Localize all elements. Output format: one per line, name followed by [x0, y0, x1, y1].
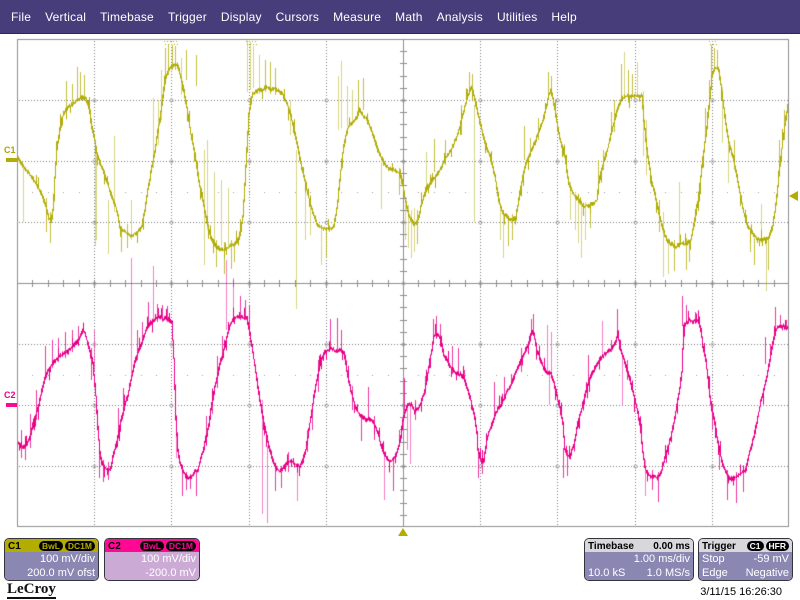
timebase-scale-value: 1.00 ms/div	[633, 553, 690, 565]
channel-c1-descriptor[interactable]: C1 BwL DC1M 100 mV/div 200.0 mV ofst	[4, 538, 99, 581]
trigger-body: Stop -59 mV Edge Negative	[699, 552, 792, 580]
timebase-rate-value: 1.0 MS/s	[646, 566, 690, 579]
channel-c2-descriptor[interactable]: C2 BwL DC1M 100 mV/div -200.0 mV	[104, 538, 200, 581]
timebase-delay-value: 0.00 ms	[653, 540, 690, 552]
trigger-source-badge: C1	[746, 541, 764, 551]
c2-descriptor-header: C2 BwL DC1M	[105, 539, 199, 552]
c1-coupling-badge: DC1M	[64, 541, 95, 551]
c2-bwl-badge: BwL	[139, 541, 164, 551]
c1-descriptor-body: 100 mV/div 200.0 mV ofst	[5, 552, 98, 580]
trigger-title: Trigger	[702, 540, 736, 552]
c1-bwl-badge: BwL	[38, 541, 63, 551]
c2-trace-label: C2	[4, 390, 16, 400]
timebase-samples-value: 10.0 kS	[588, 566, 626, 579]
trigger-hfr-badge: HFR	[765, 541, 789, 551]
datetime-display: 3/11/15 16:26:30	[700, 586, 782, 598]
lecroy-logo: LeCroy	[7, 581, 56, 599]
timebase-body: 1.00 ms/div 10.0 kS 1.0 MS/s	[585, 552, 693, 580]
c1-zero-marker[interactable]	[6, 158, 17, 162]
trigger-slope-value: Negative	[745, 566, 789, 579]
trigger-level-marker[interactable]	[789, 191, 798, 201]
c2-descriptor-title: C2	[108, 540, 121, 552]
trigger-header: Trigger C1 HFR	[699, 539, 792, 552]
c1-vdiv-value: 100 mV/div	[39, 553, 95, 565]
c2-zero-marker[interactable]	[6, 403, 17, 407]
c1-trace-label: C1	[4, 145, 16, 155]
timebase-descriptor[interactable]: Timebase 0.00 ms 1.00 ms/div 10.0 kS 1.0…	[584, 538, 694, 581]
c2-coupling-badge: DC1M	[165, 541, 196, 551]
c2-descriptor-body: 100 mV/div -200.0 mV	[105, 552, 199, 580]
c2-offset-value: -200.0 mV	[145, 566, 196, 579]
trigger-type-value: Edge	[702, 566, 728, 579]
c2-vdiv-value: 100 mV/div	[140, 553, 196, 565]
timebase-header: Timebase 0.00 ms	[585, 539, 693, 552]
trigger-descriptor[interactable]: Trigger C1 HFR Stop -59 mV Edge Negative	[698, 538, 793, 581]
timebase-title: Timebase	[588, 540, 634, 552]
c1-descriptor-header: C1 BwL DC1M	[5, 539, 98, 552]
c1-descriptor-title: C1	[8, 540, 21, 552]
trigger-state-value: Stop	[702, 553, 725, 565]
trigger-level-value: -59 mV	[753, 553, 790, 565]
c1-offset-value: 200.0 mV ofst	[27, 566, 95, 579]
trigger-time-marker[interactable]	[398, 528, 408, 536]
